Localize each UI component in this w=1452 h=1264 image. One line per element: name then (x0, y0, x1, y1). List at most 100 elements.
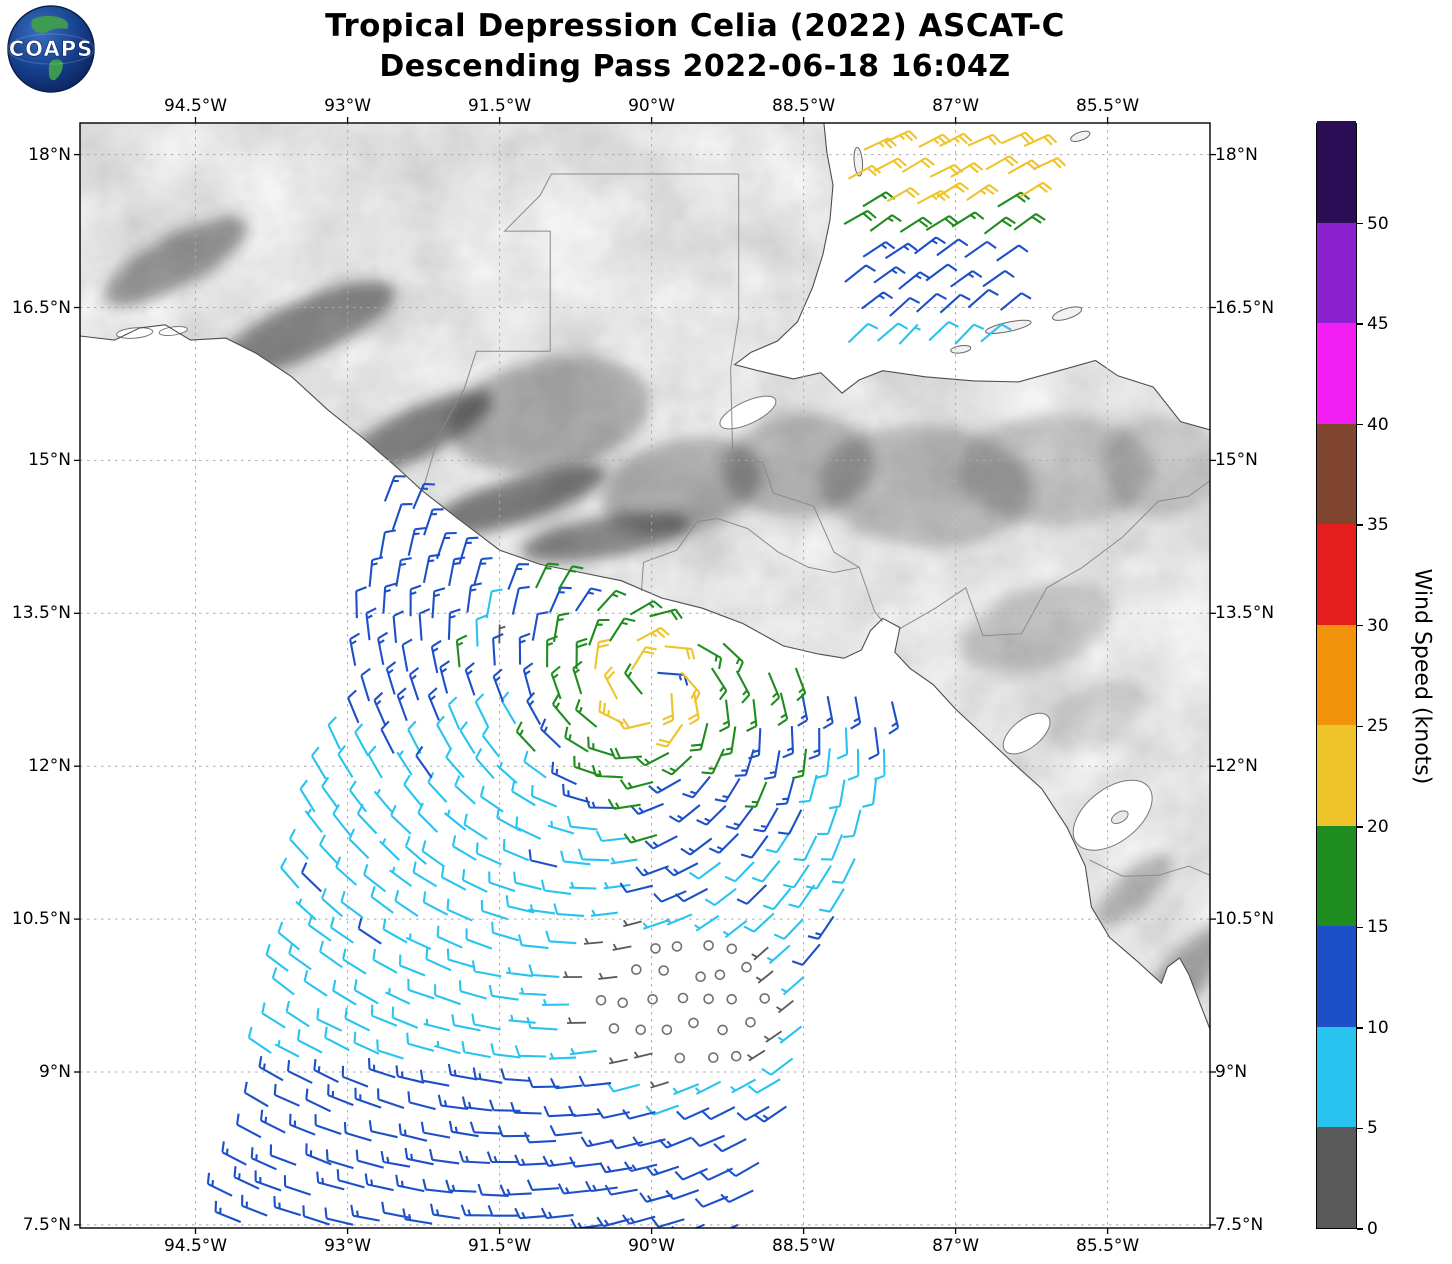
lat-tick-label-right: 15°N (1215, 450, 1258, 471)
country-borders (422, 173, 1210, 877)
colorbar-segment (1317, 724, 1356, 826)
colorbar-tick (1357, 1228, 1363, 1230)
globe-meridian (7, 33, 95, 65)
colorbar-segment (1317, 523, 1356, 625)
colorbar-segment (1317, 322, 1356, 424)
lat-tick-label-right: 9°N (1215, 1062, 1248, 1083)
lon-tick-label-bottom: 93°W (324, 1236, 372, 1256)
colorbar-tick-label: 5 (1367, 1118, 1378, 1139)
lon-tick-label-top: 94.5°W (163, 96, 228, 116)
lat-tick-label-left: 12°N (28, 756, 71, 777)
lon-tick-label-top: 85.5°W (1076, 96, 1140, 116)
terrain-ridge (1093, 854, 1173, 928)
lat-tick-label-right: 12°N (1215, 756, 1258, 777)
colorbar-axis-label: Wind Speed (knots) (1396, 123, 1448, 1229)
lon-tick-label-top: 88.5°W (772, 96, 836, 116)
lon-tick-label-bottom: 90°W (628, 1236, 676, 1256)
lat-tick-label-left: 15°N (28, 450, 71, 471)
colorbar-tick (1357, 725, 1363, 728)
colorbar-tick-label: 15 (1367, 917, 1389, 938)
calm-circles (595, 940, 771, 1064)
colorbar-tick (1357, 826, 1363, 828)
colorbar-tick (1357, 222, 1363, 225)
terrain-ridge (102, 217, 248, 306)
terrain-ridge (1051, 678, 1144, 752)
colorbar-tick-label: 0 (1367, 1219, 1378, 1239)
logo-text: COAPS (9, 37, 93, 61)
coaps-logo: COAPS (6, 4, 96, 94)
lat-tick-label-left: 10.5°N (11, 909, 71, 930)
lon-tick-label-bottom: 87°W (932, 1236, 980, 1256)
colorbar-axis-label-text: Wind Speed (knots) (1409, 568, 1435, 784)
globe-circle (7, 5, 95, 93)
map-plot (74, 117, 1216, 1234)
colorbar-segment (1317, 1126, 1356, 1228)
lat-tick-label-left: 16.5°N (11, 297, 71, 318)
colorbar-tick (1357, 1027, 1363, 1029)
island (853, 146, 864, 177)
basemap (80, 123, 1210, 1228)
colorbar-tick-label: 35 (1367, 515, 1389, 536)
plot-border (79, 122, 1211, 1229)
axis-ticks (74, 117, 1216, 1234)
colorbar-tick (1357, 524, 1363, 526)
colorbar-tick-label: 10 (1367, 1017, 1389, 1038)
island (984, 319, 1032, 335)
colorbar (1316, 121, 1357, 1229)
lat-tick-label-right: 7.5°N (1215, 1214, 1264, 1235)
colorbar-tick (1357, 624, 1363, 627)
colorbar-tick (1357, 423, 1363, 426)
lake (1002, 712, 1051, 755)
globe-south-land (48, 59, 63, 81)
colorbar-tick (1357, 1127, 1363, 1130)
lake (719, 395, 777, 430)
terrain-ridge (218, 280, 396, 375)
terrain-ridge (1102, 414, 1210, 517)
colorbar-segment (1317, 925, 1356, 1027)
lat-tick-label-left: 18°N (28, 144, 71, 165)
terrain-texture (80, 123, 1210, 1030)
coaps-globe-icon: COAPS (7, 5, 95, 93)
terrain-ridge (422, 464, 607, 538)
island (1052, 306, 1083, 321)
lake (116, 327, 154, 339)
island (950, 344, 972, 354)
colorbar-segment (1317, 121, 1356, 223)
colorbar-tick-label: 25 (1367, 716, 1389, 737)
terrain-ridge (963, 583, 1111, 674)
lon-tick-label-bottom: 94.5°W (163, 1236, 228, 1256)
wind-barbs (206, 129, 1067, 1228)
lake-island (1111, 810, 1129, 825)
colorbar-tick-label: 40 (1367, 414, 1389, 435)
terrain-ridge (602, 437, 762, 535)
lon-tick-label-bottom: 85.5°W (1076, 1236, 1140, 1256)
coastline (80, 123, 1210, 1030)
land (80, 123, 1210, 1030)
colorbar-tick-label: 50 (1367, 213, 1389, 234)
lat-tick-label-right: 13.5°N (1215, 603, 1275, 624)
island (1070, 130, 1091, 142)
globe-north-land (31, 15, 69, 34)
lake (158, 325, 188, 337)
colorbar-segment (1317, 1026, 1356, 1128)
colorbar-tick-label: 30 (1367, 615, 1389, 636)
lon-tick-label-top: 90°W (628, 96, 676, 116)
terrain-ridge (960, 414, 1154, 527)
lon-tick-label-top: 87°W (932, 96, 980, 116)
colorbar-tick (1357, 323, 1363, 325)
terrain-ridge (450, 355, 650, 474)
gridlines (80, 123, 1210, 1228)
colorbar-tick-label: 20 (1367, 816, 1389, 837)
lat-tick-label-right: 16.5°N (1215, 297, 1275, 318)
lat-tick-label-left: 13.5°N (11, 603, 71, 624)
lon-tick-label-top: 91.5°W (467, 96, 532, 116)
lon-tick-label-bottom: 91.5°W (467, 1236, 532, 1256)
colorbar-tick-label: 45 (1367, 314, 1389, 335)
figure-title: Tropical Depression Celia (2022) ASCAT-C (325, 8, 1065, 44)
lake (1072, 779, 1153, 851)
figure-subtitle: Descending Pass 2022-06-18 16:04Z (379, 49, 1011, 84)
lat-tick-label-right: 10.5°N (1215, 909, 1275, 930)
colorbar-segment (1317, 624, 1356, 726)
lat-tick-label-left: 7.5°N (22, 1214, 71, 1235)
